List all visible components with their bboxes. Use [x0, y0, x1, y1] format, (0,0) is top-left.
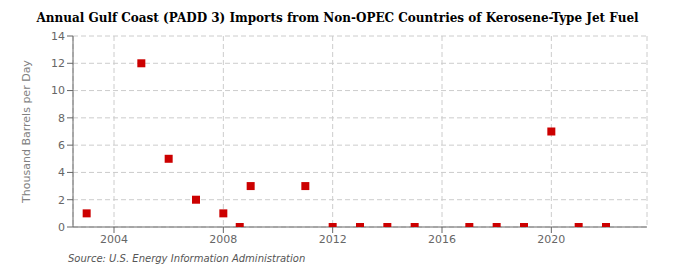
html-text:Source: U.S. Energy Informatio: Source: U.S. Energy Information Administ…	[68, 253, 306, 264]
svg-text:6: 6	[58, 139, 65, 152]
svg-text:12: 12	[51, 57, 65, 70]
svg-text:2004: 2004	[100, 233, 128, 246]
svg-text:0: 0	[58, 221, 65, 234]
svg-text:Thousand Barrels per Day: Thousand Barrels per Day	[20, 60, 33, 204]
svg-text:2016: 2016	[428, 233, 456, 246]
svg-text:10: 10	[51, 84, 65, 97]
svg-text:14: 14	[51, 30, 65, 43]
svg-text:8: 8	[58, 112, 65, 125]
svg-text:2008: 2008	[209, 233, 237, 246]
svg-text:2012: 2012	[319, 233, 347, 246]
html-text:Annual Gulf Coast (PADD 3) Imp: Annual Gulf Coast (PADD 3) Imports from …	[36, 11, 639, 25]
svg-text:4: 4	[58, 166, 65, 179]
svg-text:2: 2	[58, 194, 65, 207]
svg-text:2020: 2020	[537, 233, 565, 246]
